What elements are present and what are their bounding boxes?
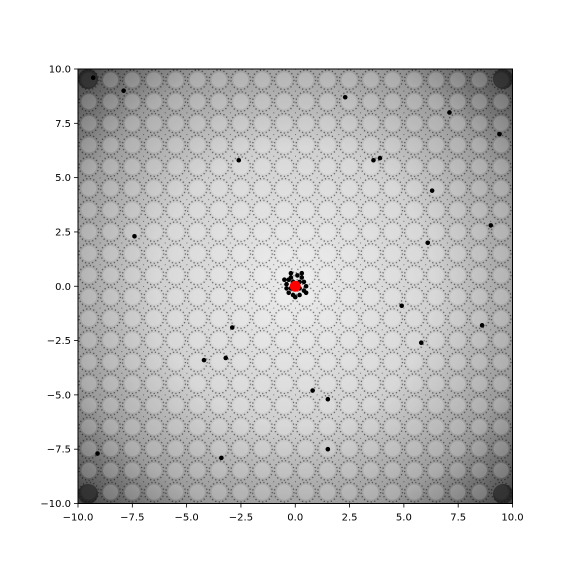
black-point	[132, 233, 137, 239]
black-point	[282, 277, 287, 283]
black-point	[288, 275, 294, 280]
black-point	[292, 294, 298, 300]
black-point	[219, 455, 224, 461]
black-point	[342, 94, 348, 100]
black-point	[95, 451, 100, 456]
x-tick-label: −2.5	[229, 513, 253, 524]
black-point	[371, 157, 376, 163]
black-point	[303, 290, 309, 296]
x-tick-label: −5.0	[174, 513, 198, 524]
black-point	[447, 110, 452, 115]
black-point	[301, 279, 307, 285]
black-point	[223, 355, 229, 361]
black-point	[295, 273, 300, 278]
black-point	[286, 290, 292, 296]
black-point	[325, 396, 331, 402]
y-axis: −10.0 −7.5 −5.0 −2.5 0.0 2.5 5.0 7.5 10.0	[40, 65, 78, 510]
y-tick-label: −5.0	[47, 390, 71, 401]
y-tick-label: −2.5	[47, 336, 71, 347]
x-axis: −10.0 −7.5 −5.0 −2.5 0.0 2.5 5.0 7.5 10.0	[63, 503, 524, 524]
y-tick-label: 2.5	[55, 227, 71, 238]
black-point	[310, 388, 315, 393]
x-tick-label: 0.0	[287, 513, 303, 524]
corner-dark-spots	[78, 69, 513, 504]
black-point	[284, 281, 289, 287]
black-point	[425, 240, 431, 246]
black-point	[303, 283, 309, 289]
black-point	[418, 340, 424, 346]
black-point	[299, 270, 305, 276]
black-point	[497, 131, 502, 137]
scatter-points	[90, 75, 502, 461]
black-point	[121, 88, 126, 94]
x-tick-label: −10.0	[63, 513, 94, 524]
black-point	[297, 292, 302, 298]
plot-area	[78, 69, 513, 504]
black-point	[229, 325, 235, 330]
x-tick-label: −7.5	[120, 513, 144, 524]
black-point	[325, 446, 331, 452]
x-tick-label: 7.5	[450, 513, 466, 524]
y-tick-label: −10.0	[40, 499, 71, 510]
black-point	[429, 188, 435, 193]
x-tick-label: 10.0	[501, 513, 523, 524]
red-point	[289, 280, 301, 292]
black-point	[479, 323, 485, 328]
y-tick-label: −7.5	[47, 445, 71, 456]
y-tick-label: 5.0	[55, 173, 71, 184]
y-tick-label: 10.0	[49, 65, 71, 76]
black-point	[288, 270, 294, 276]
x-tick-label: 2.5	[342, 513, 358, 524]
black-point	[90, 75, 96, 80]
x-tick-label: 5.0	[396, 513, 412, 524]
black-point	[377, 155, 383, 161]
black-point	[201, 357, 207, 363]
black-point	[236, 157, 242, 163]
black-point	[399, 303, 405, 309]
black-point	[488, 223, 494, 228]
y-tick-label: 7.5	[55, 119, 71, 130]
black-point	[284, 286, 289, 291]
y-tick-label: 0.0	[55, 282, 71, 293]
black-point	[299, 275, 305, 280]
